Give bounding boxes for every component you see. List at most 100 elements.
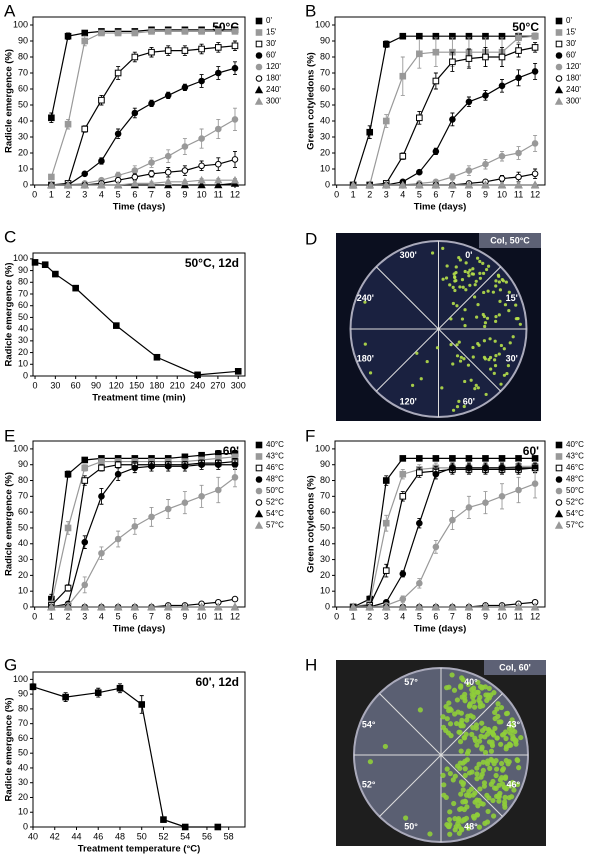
y-tick-label: 60: [320, 507, 330, 517]
marker: [81, 477, 89, 484]
x-tick-label: 40: [28, 831, 38, 841]
seedling: [491, 290, 495, 294]
seedling: [497, 790, 503, 796]
series-line: [51, 67, 236, 186]
legend-label: 40°C: [266, 440, 284, 449]
seedling: [441, 782, 447, 788]
y-tick-label: 100: [13, 19, 28, 29]
y-tick-label: 80: [18, 277, 28, 287]
y-tick-label: 0: [23, 370, 28, 380]
seedling: [443, 703, 449, 710]
seedling: [457, 340, 461, 344]
seedling: [488, 692, 494, 698]
marker: [181, 84, 189, 91]
series-line: [50, 460, 236, 606]
marker: [365, 602, 374, 611]
marker: [530, 602, 540, 611]
seedling: [460, 278, 465, 282]
seedling: [507, 308, 511, 313]
legend-marker: [555, 63, 563, 71]
seedling: [469, 769, 475, 775]
y-tick-label: 80: [320, 475, 330, 485]
seedling: [493, 339, 497, 343]
marker: [465, 98, 473, 106]
marker: [114, 29, 122, 37]
legend-label: 46°C: [566, 463, 584, 472]
photo-label: 40°: [464, 677, 478, 687]
marker: [47, 180, 56, 189]
seedling: [499, 775, 505, 781]
marker: [214, 44, 222, 51]
x-tick-label: 0: [334, 189, 339, 199]
seedling: [498, 760, 505, 767]
marker: [449, 455, 456, 462]
marker: [31, 259, 39, 266]
legend-marker: [555, 476, 563, 483]
seedling: [403, 815, 409, 821]
seedling: [488, 355, 493, 360]
series-line: [34, 261, 239, 376]
legend-marker: [255, 29, 263, 36]
seedling: [480, 759, 486, 765]
marker: [465, 167, 473, 174]
seedling: [471, 345, 475, 350]
series-line: [353, 35, 536, 186]
seedling: [482, 339, 487, 343]
seedling: [487, 765, 493, 771]
y-tick-label: 20: [18, 792, 28, 802]
seedling: [469, 378, 473, 382]
photo-label: 60': [463, 397, 475, 407]
legend-label: 60': [566, 51, 577, 60]
seedling: [472, 735, 478, 741]
seedling: [367, 759, 373, 765]
seedling: [459, 355, 463, 359]
marker: [80, 602, 89, 611]
x-tick-label: 240: [190, 380, 205, 390]
marker: [515, 34, 522, 42]
marker: [164, 28, 172, 35]
seedling: [363, 300, 367, 304]
photo-label: 54°: [362, 719, 376, 729]
x-tick-label: 5: [116, 611, 121, 621]
seedling: [451, 301, 455, 306]
seedling: [459, 717, 465, 723]
seedling: [441, 792, 447, 798]
seedling: [382, 743, 388, 750]
marker: [448, 180, 457, 189]
seedling: [502, 774, 509, 780]
seedling: [514, 303, 518, 307]
photo-title-bg: [484, 660, 546, 675]
legend-marker: [255, 487, 263, 495]
seedling: [515, 781, 521, 788]
marker: [63, 602, 73, 611]
seedling: [445, 264, 449, 268]
seedling: [417, 707, 423, 713]
marker: [164, 47, 172, 54]
marker: [432, 455, 440, 462]
y-tick-label: 0: [23, 821, 28, 831]
y-tick-label: 50: [18, 99, 28, 109]
marker: [382, 602, 391, 611]
marker: [81, 170, 89, 178]
seedling: [473, 295, 477, 299]
marker: [231, 42, 239, 50]
seedling: [448, 733, 454, 739]
seedling: [502, 373, 507, 377]
seedling: [451, 408, 456, 412]
seedling: [441, 277, 445, 281]
seedling: [460, 317, 465, 321]
seedling: [455, 709, 461, 715]
x-tick-label: 90: [91, 380, 101, 390]
marker: [64, 120, 72, 128]
x-tick-label: 10: [497, 189, 507, 199]
panel-label: B: [305, 1, 316, 20]
y-tick-label: 10: [18, 586, 28, 596]
seedling: [493, 358, 497, 362]
legend-label: 43°C: [266, 452, 284, 461]
seedling: [506, 759, 512, 765]
seedling: [498, 719, 504, 725]
seedling: [464, 288, 468, 292]
seedling: [448, 283, 452, 287]
x-tick-label: 1: [49, 189, 54, 199]
legend-marker: [555, 40, 563, 48]
